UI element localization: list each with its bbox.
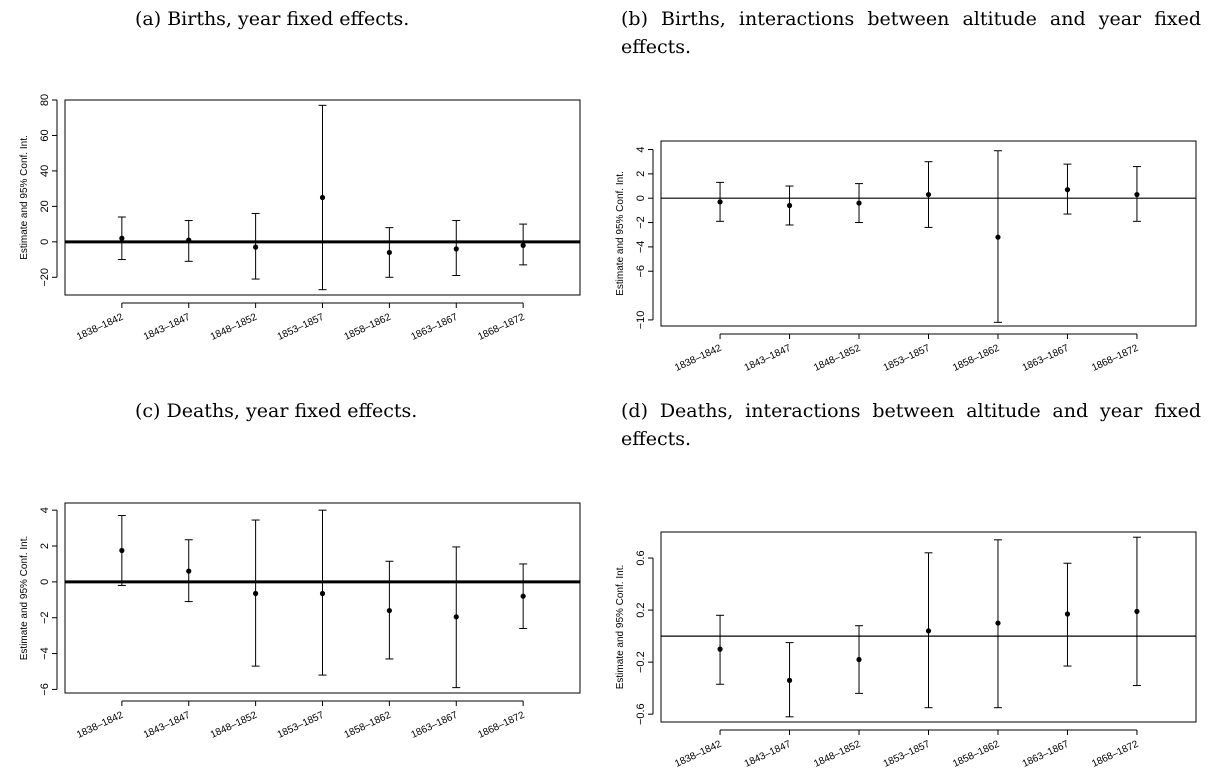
estimate-point — [319, 590, 326, 597]
estimate-point — [856, 200, 862, 206]
estimate-point — [520, 593, 526, 599]
estimate-point — [786, 202, 793, 209]
estimate-point — [186, 568, 192, 574]
estimate-point — [925, 628, 932, 634]
y-tick-label: −2 — [39, 611, 51, 624]
estimate-point — [253, 244, 259, 250]
x-tick-label: 1858–1862 — [951, 739, 1001, 770]
y-tick-label: −20 — [39, 268, 51, 287]
y-tick-label: 2 — [39, 543, 51, 549]
plot-frame — [660, 531, 1197, 723]
y-tick-label: 40 — [39, 165, 51, 177]
estimate-point — [995, 234, 1001, 240]
plot-frame — [64, 99, 581, 296]
y-tick-label: −2 — [635, 216, 647, 229]
y-tick-label: 60 — [39, 129, 51, 141]
estimate-point — [119, 235, 125, 241]
estimate-point — [995, 620, 1001, 626]
estimate-point — [453, 614, 459, 620]
y-tick-label: −10 — [635, 311, 647, 330]
y-axis-label: Estimate and 95% Conf. Int. — [19, 536, 30, 661]
x-tick-label: 1863–1867 — [1021, 739, 1071, 770]
estimate-point — [717, 199, 723, 205]
y-tick-label: 4 — [635, 146, 647, 152]
caption-b: (b) Births, interactions between altitud… — [621, 8, 1201, 58]
estimate-point — [786, 677, 793, 683]
y-tick-label: −0.2 — [635, 651, 647, 673]
y-tick-label: 2 — [635, 171, 647, 177]
caption-a: (a) Births, year fixed effects. — [135, 8, 410, 30]
y-tick-label: −0.6 — [635, 703, 647, 725]
y-tick-label: −6 — [635, 265, 647, 278]
y-tick-label: 0.2 — [635, 602, 647, 617]
y-tick-label: −6 — [39, 683, 51, 696]
estimate-point — [1134, 608, 1140, 614]
caption-d: (d) Deaths, interactions between altitud… — [621, 400, 1201, 450]
estimate-point — [1064, 187, 1071, 193]
estimate-point — [453, 246, 459, 252]
y-tick-label: 20 — [39, 200, 51, 212]
y-tick-label: 0 — [39, 579, 51, 585]
estimate-point — [386, 249, 392, 256]
x-tick-label: 1868–1872 — [1090, 739, 1140, 770]
y-axis-label: Estimate and 95% Conf. Int. — [615, 171, 626, 296]
x-tick-label: 1843–1847 — [743, 739, 793, 770]
y-axis-label: Estimate and 95% Conf. Int. — [615, 565, 626, 690]
estimate-point — [186, 237, 192, 243]
y-tick-label: 4 — [39, 507, 51, 513]
estimate-point — [520, 242, 526, 248]
y-axis-label: Estimate and 95% Conf. Int. — [19, 135, 30, 260]
x-tick-label: 1848–1852 — [812, 739, 862, 770]
estimate-point — [717, 646, 723, 652]
x-tick-label: 1838–1842 — [673, 739, 723, 770]
y-tick-label: −4 — [635, 241, 647, 254]
y-tick-label: 0 — [635, 195, 647, 201]
estimate-point — [119, 547, 125, 554]
estimate-point — [386, 607, 392, 614]
y-tick-label: −4 — [39, 647, 51, 660]
caption-c: (c) Deaths, year fixed effects. — [135, 400, 418, 422]
estimate-point — [253, 590, 259, 597]
estimate-point — [319, 194, 326, 201]
y-tick-label: 0.6 — [635, 550, 647, 565]
x-tick-label: 1853–1857 — [882, 739, 932, 770]
estimate-point — [925, 191, 932, 198]
estimate-point — [1064, 611, 1071, 617]
y-tick-label: 80 — [39, 94, 51, 106]
estimate-point — [1134, 191, 1140, 198]
estimate-point — [856, 656, 862, 663]
plot-frame — [660, 140, 1197, 327]
y-tick-label: 0 — [39, 239, 51, 245]
plot-frame — [64, 502, 581, 694]
